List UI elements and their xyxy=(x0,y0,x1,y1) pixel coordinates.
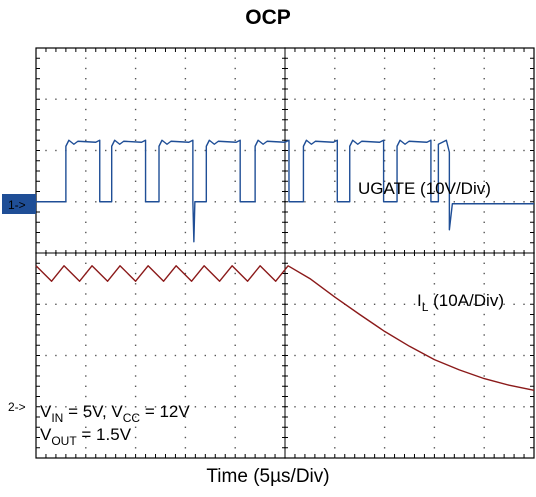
traces xyxy=(35,139,535,391)
channel-1-marker: 1-> xyxy=(2,194,36,214)
channel-2-marker: 2-> xyxy=(8,400,26,414)
grid-dots xyxy=(35,47,535,459)
ugate-trace xyxy=(36,139,534,243)
chart-title: OCP xyxy=(245,6,291,29)
il-label: IL (10A/Div) xyxy=(417,291,504,314)
vout-annotation: VOUT = 1.5V xyxy=(40,425,132,448)
vin-vcc-annotation: VIN = 5V, VCC = 12V xyxy=(40,402,190,425)
il-trace xyxy=(35,265,535,391)
ugate-label: UGATE (10V/Div) xyxy=(358,179,491,198)
x-axis-label: Time (5µs/Div) xyxy=(206,466,330,487)
channel-1-marker-text: 1-> xyxy=(8,198,26,212)
